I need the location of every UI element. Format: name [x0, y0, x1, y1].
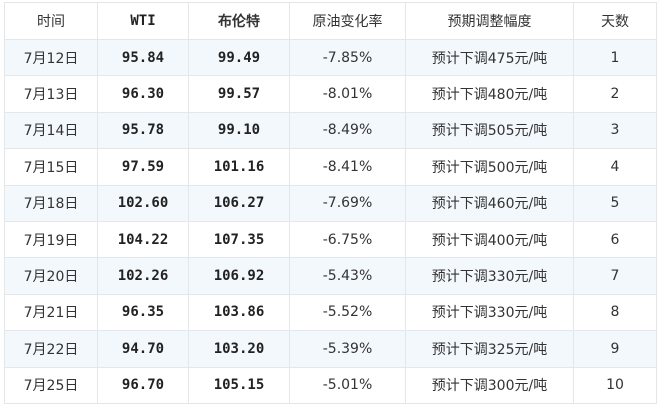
cell-change-rate: -5.52% — [289, 293, 406, 332]
header-row: 时间 WTI 布伦特 原油变化率 预期调整幅度 天数 — [4, 2, 657, 40]
cell-brent: 103.20 — [188, 330, 290, 368]
cell-change-rate: -6.75% — [289, 220, 406, 259]
cell-days: 10 — [573, 366, 657, 404]
cell-adjustment: 预计下调400元/吨 — [405, 220, 574, 259]
cell-brent: 107.35 — [188, 220, 290, 259]
cell-wti: 96.70 — [97, 366, 189, 404]
header-date: 时间 — [4, 2, 98, 40]
cell-wti: 96.30 — [97, 75, 189, 113]
oil-price-table: 时间 WTI 布伦特 原油变化率 预期调整幅度 天数 7月12日 95.84 99.… — [4, 2, 657, 404]
cell-brent: 99.49 — [188, 38, 290, 77]
cell-brent: 99.10 — [188, 111, 290, 150]
cell-change-rate: -5.39% — [289, 330, 406, 368]
cell-date: 7月19日 — [4, 220, 98, 259]
cell-wti: 95.78 — [97, 111, 189, 150]
cell-days: 6 — [573, 220, 657, 259]
table-row: 7月14日 95.78 99.10 -8.49% 预计下调505元/吨 3 — [4, 111, 657, 150]
cell-date: 7月18日 — [4, 184, 98, 222]
cell-adjustment: 预计下调500元/吨 — [405, 148, 574, 186]
cell-brent: 103.86 — [188, 293, 290, 332]
cell-change-rate: -8.01% — [289, 75, 406, 113]
cell-brent: 105.15 — [188, 366, 290, 404]
cell-change-rate: -7.69% — [289, 184, 406, 222]
cell-date: 7月12日 — [4, 38, 98, 77]
cell-date: 7月21日 — [4, 293, 98, 332]
cell-wti: 96.35 — [97, 293, 189, 332]
header-brent: 布伦特 — [188, 2, 290, 40]
table-row: 7月12日 95.84 99.49 -7.85% 预计下调475元/吨 1 — [4, 38, 657, 77]
cell-brent: 106.92 — [188, 257, 290, 295]
table-row: 7月21日 96.35 103.86 -5.52% 预计下调330元/吨 8 — [4, 293, 657, 332]
table-row: 7月15日 97.59 101.16 -8.41% 预计下调500元/吨 4 — [4, 148, 657, 186]
cell-wti: 94.70 — [97, 330, 189, 368]
cell-adjustment: 预计下调480元/吨 — [405, 75, 574, 113]
cell-adjustment: 预计下调330元/吨 — [405, 257, 574, 295]
header-change-rate: 原油变化率 — [289, 2, 406, 40]
cell-date: 7月13日 — [4, 75, 98, 113]
cell-brent: 101.16 — [188, 148, 290, 186]
cell-wti: 102.26 — [97, 257, 189, 295]
cell-days: 5 — [573, 184, 657, 222]
cell-change-rate: -8.41% — [289, 148, 406, 186]
cell-wti: 97.59 — [97, 148, 189, 186]
cell-date: 7月14日 — [4, 111, 98, 150]
cell-days: 4 — [573, 148, 657, 186]
table-row: 7月13日 96.30 99.57 -8.01% 预计下调480元/吨 2 — [4, 75, 657, 113]
cell-days: 2 — [573, 75, 657, 113]
cell-change-rate: -7.85% — [289, 38, 406, 77]
cell-adjustment: 预计下调505元/吨 — [405, 111, 574, 150]
cell-wti: 102.60 — [97, 184, 189, 222]
cell-change-rate: -5.01% — [289, 366, 406, 404]
cell-date: 7月20日 — [4, 257, 98, 295]
cell-adjustment: 预计下调300元/吨 — [405, 366, 574, 404]
cell-brent: 99.57 — [188, 75, 290, 113]
cell-brent: 106.27 — [188, 184, 290, 222]
header-wti: WTI — [97, 2, 189, 40]
cell-days: 8 — [573, 293, 657, 332]
cell-days: 9 — [573, 330, 657, 368]
header-adjustment: 预期调整幅度 — [405, 2, 574, 40]
cell-wti: 95.84 — [97, 38, 189, 77]
header-days: 天数 — [573, 2, 657, 40]
table-row: 7月25日 96.70 105.15 -5.01% 预计下调300元/吨 10 — [4, 366, 657, 404]
table-row: 7月22日 94.70 103.20 -5.39% 预计下调325元/吨 9 — [4, 330, 657, 368]
cell-days: 1 — [573, 38, 657, 77]
cell-days: 3 — [573, 111, 657, 150]
cell-date: 7月22日 — [4, 330, 98, 368]
table-row: 7月18日 102.60 106.27 -7.69% 预计下调460元/吨 5 — [4, 184, 657, 222]
cell-days: 7 — [573, 257, 657, 295]
cell-change-rate: -5.43% — [289, 257, 406, 295]
cell-adjustment: 预计下调460元/吨 — [405, 184, 574, 222]
cell-adjustment: 预计下调330元/吨 — [405, 293, 574, 332]
cell-date: 7月15日 — [4, 148, 98, 186]
cell-adjustment: 预计下调325元/吨 — [405, 330, 574, 368]
cell-change-rate: -8.49% — [289, 111, 406, 150]
table-row: 7月20日 102.26 106.92 -5.43% 预计下调330元/吨 7 — [4, 257, 657, 295]
cell-wti: 104.22 — [97, 220, 189, 259]
table-row: 7月19日 104.22 107.35 -6.75% 预计下调400元/吨 6 — [4, 220, 657, 259]
cell-date: 7月25日 — [4, 366, 98, 404]
cell-adjustment: 预计下调475元/吨 — [405, 38, 574, 77]
